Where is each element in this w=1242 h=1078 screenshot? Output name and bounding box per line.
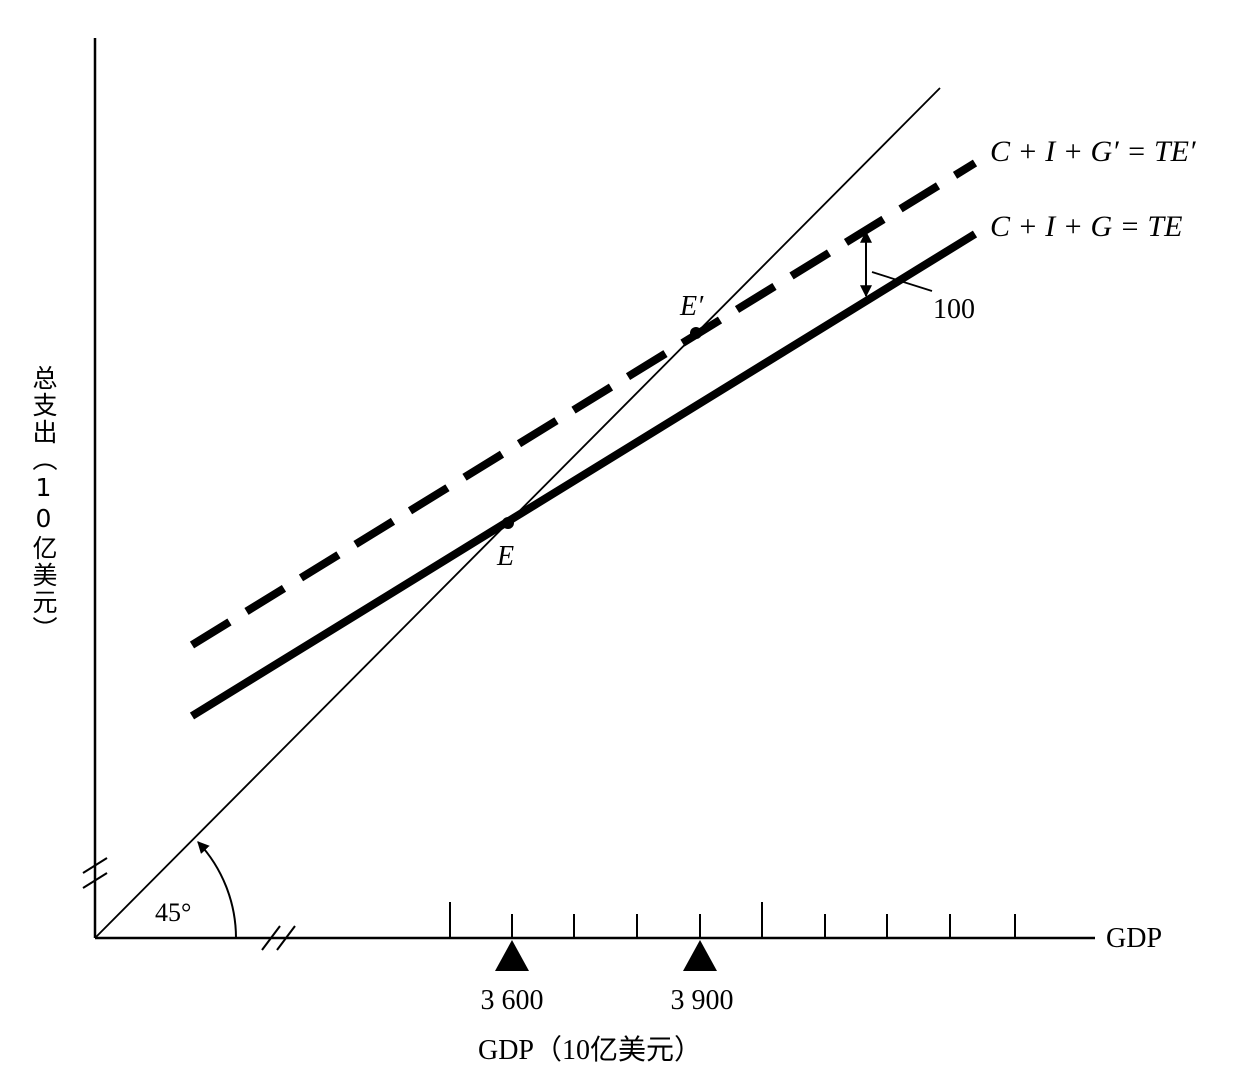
tick-marker-3900	[683, 940, 717, 971]
series-label-te: C + I + G = TE	[990, 210, 1182, 243]
shift-label: 100	[933, 294, 975, 325]
point-label-e: E	[496, 541, 514, 572]
series-line-te	[189, 230, 978, 720]
point-e	[502, 517, 514, 529]
point-e-prime	[690, 327, 702, 339]
series-label-te-prime: C + I + G′ = TE′	[990, 135, 1196, 168]
angle-label: 45°	[155, 898, 191, 927]
x-axis-end-label: GDP	[1106, 923, 1162, 954]
series-line-te-prime	[189, 159, 978, 649]
y-axis-title: 总支出（10亿美元）	[29, 365, 58, 643]
point-label-e-prime: E′	[679, 291, 704, 322]
x-axis-ticks	[449, 902, 1016, 938]
x-axis-title: GDP（10亿美元）	[478, 1034, 702, 1066]
y-axis-break	[82, 857, 108, 889]
tick-label-3900: 3 900	[671, 985, 734, 1016]
x-axis-break	[261, 925, 296, 951]
tick-label-3600: 3 600	[481, 985, 544, 1016]
angle-arc	[197, 841, 237, 939]
tick-marker-3600	[495, 940, 529, 971]
shift-leader-line	[871, 271, 933, 292]
